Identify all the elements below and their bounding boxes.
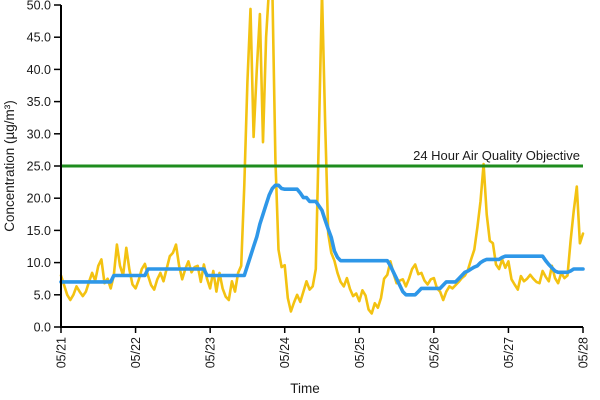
x-tick-label: 05/28 [577, 337, 591, 368]
y-tick-label: 40.0 [27, 63, 51, 77]
y-axis-tick-labels: 0.0 5.0 10.0 15.0 20.0 25.0 30.0 35.0 40.0 45.0 50… [27, 0, 51, 335]
y-axis-ticks [54, 4, 61, 328]
x-axis-tick-labels: 05/21 05/22 05/23 05/24 05/25 05/26 05/27 05/28 [55, 337, 591, 368]
y-tick-label: 15.0 [27, 224, 51, 238]
y-tick-label: 35.0 [27, 95, 51, 109]
x-axis-ticks [60, 327, 584, 333]
x-tick-label: 05/22 [129, 337, 143, 368]
x-tick-label: 05/25 [353, 337, 367, 368]
yellow-line-hourly-concentration [59, 0, 585, 315]
y-tick-label: 25.0 [27, 160, 51, 174]
x-tick-label: 05/26 [427, 337, 441, 368]
blue-line-24h-rolling-average [59, 183, 585, 297]
objective-line-label: 24 Hour Air Quality Objective [413, 148, 580, 163]
y-tick-label: 5.0 [34, 288, 51, 302]
y-tick-label: 20.0 [27, 192, 51, 206]
series-lines [59, 0, 585, 315]
x-tick-label: 05/23 [204, 337, 218, 368]
x-axis-title: Time [290, 381, 320, 396]
x-tick-label: 05/24 [278, 337, 292, 368]
x-tick-label: 05/21 [55, 337, 69, 368]
x-tick-label: 05/27 [502, 337, 516, 368]
y-tick-label: 10.0 [27, 256, 51, 270]
y-tick-label: 30.0 [27, 127, 51, 141]
y-tick-label: 50.0 [27, 0, 51, 13]
y-axis-title: Concentration (µg/m³) [2, 100, 17, 232]
y-tick-label: 0.0 [34, 321, 51, 335]
y-tick-label: 45.0 [27, 31, 51, 45]
